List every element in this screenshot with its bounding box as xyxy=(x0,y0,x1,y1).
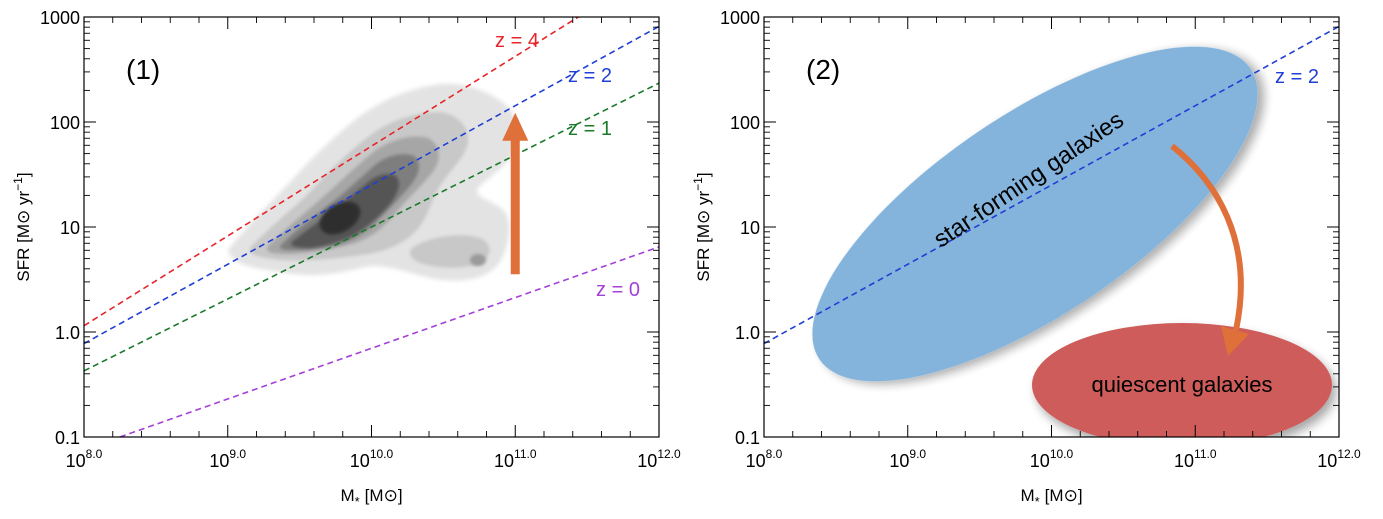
x-axis-label: M* [M⊙] xyxy=(1020,486,1082,509)
y-axis-label-exp: −1 xyxy=(691,177,705,191)
quenching-arrow-head xyxy=(1221,326,1249,356)
x-tick-exp: 11.0 xyxy=(1194,447,1217,461)
series-label: z = 4 xyxy=(495,30,539,52)
series-line-z1 xyxy=(84,82,659,372)
quiescent-label: quiescent galaxies xyxy=(1091,372,1272,397)
x-axis-label-end: ] xyxy=(398,486,403,505)
x-tick-label: 1010.0 xyxy=(1030,447,1074,471)
y-tick-label: 0.1 xyxy=(735,428,760,448)
x-tick-base: 10 xyxy=(350,451,370,471)
y-tick-label: 10 xyxy=(740,218,760,238)
y-tick-label: 100 xyxy=(730,113,760,133)
series-label: z = 1 xyxy=(568,118,612,140)
x-tick-exp: 10.0 xyxy=(1050,447,1074,461)
y-tick-label: 0.1 xyxy=(55,428,80,448)
x-tick-exp: 9.0 xyxy=(909,447,926,461)
x-axis-label-units: [M xyxy=(365,486,384,505)
star-forming-region xyxy=(812,46,1258,382)
contour-blob xyxy=(470,254,486,266)
x-axis-label-units: [M xyxy=(1045,486,1064,505)
x-tick-label: 1012.0 xyxy=(637,447,681,471)
x-tick-exp: 11.0 xyxy=(514,447,537,461)
y-tick-label: 10 xyxy=(60,218,80,238)
contour-peak xyxy=(319,201,361,235)
quenching-arrow-shaft xyxy=(1170,143,1244,331)
x-tick-base: 10 xyxy=(1030,451,1050,471)
x-tick-label: 1012.0 xyxy=(1317,447,1361,471)
x-tick-label: 109.0 xyxy=(889,447,926,471)
y-axis-label-text: SFR [M xyxy=(694,224,713,282)
series-label: z = 2 xyxy=(568,65,612,87)
panel-label: (1) xyxy=(126,54,160,85)
x-tick-label: 1010.0 xyxy=(350,447,394,471)
x-tick-exp: 8.0 xyxy=(86,447,103,461)
x-tick-label: 108.0 xyxy=(66,447,103,471)
x-tick-base: 10 xyxy=(746,451,766,471)
y-tick-label: 1.0 xyxy=(735,323,760,343)
x-tick-exp: 10.0 xyxy=(370,447,394,461)
x-tick-base: 10 xyxy=(637,451,657,471)
y-axis-label-exp: −1 xyxy=(11,177,25,191)
series-line-z0 xyxy=(119,246,659,437)
y-axis-label-units: yr xyxy=(694,191,713,206)
y-axis-label: SFR [M⊙ yr−1] xyxy=(691,172,713,281)
x-axis-label-text: M xyxy=(1020,486,1034,505)
x-axis-label-sub: * xyxy=(355,494,360,509)
sun-symbol: ⊙ xyxy=(1064,486,1078,505)
series-label: z = 2 xyxy=(1275,66,1319,88)
x-tick-label: 1011.0 xyxy=(1174,447,1217,471)
x-axis-label-text: M xyxy=(340,486,354,505)
panel-label: (2) xyxy=(806,54,840,85)
sun-symbol: ⊙ xyxy=(694,205,713,224)
sun-symbol: ⊙ xyxy=(14,205,33,224)
x-tick-label: 108.0 xyxy=(746,447,783,471)
y-axis-label-units: yr xyxy=(14,191,33,206)
x-axis-label-end: ] xyxy=(1078,486,1083,505)
y-axis-label-text: SFR [M xyxy=(14,224,33,282)
density-contours xyxy=(228,83,519,281)
x-tick-base: 10 xyxy=(1174,451,1194,471)
evolution-arrow-head xyxy=(502,112,529,141)
x-tick-base: 10 xyxy=(1317,451,1337,471)
x-tick-label: 109.0 xyxy=(209,447,246,471)
x-tick-label: 1011.0 xyxy=(494,447,537,471)
y-tick-label: 1000 xyxy=(720,8,760,28)
y-tick-label: 100 xyxy=(50,113,80,133)
y-tick-label: 1.0 xyxy=(55,323,80,343)
x-tick-exp: 9.0 xyxy=(229,447,246,461)
x-axis-label-sub: * xyxy=(1035,494,1040,509)
y-axis-label-end: ] xyxy=(14,172,33,177)
quiescent-region xyxy=(1032,323,1332,437)
x-tick-base: 10 xyxy=(209,451,229,471)
x-tick-base: 10 xyxy=(494,451,514,471)
y-axis-label: SFR [M⊙ yr−1] xyxy=(11,172,33,281)
x-tick-exp: 8.0 xyxy=(766,447,783,461)
x-tick-exp: 12.0 xyxy=(1337,447,1361,461)
x-tick-exp: 12.0 xyxy=(657,447,681,461)
sun-symbol: ⊙ xyxy=(384,486,398,505)
x-tick-base: 10 xyxy=(66,451,86,471)
series-label: z = 0 xyxy=(596,279,640,301)
series-line-z4 xyxy=(84,17,580,327)
y-tick-label: 1000 xyxy=(40,8,80,28)
x-tick-base: 10 xyxy=(889,451,909,471)
x-axis-label: M* [M⊙] xyxy=(340,486,402,509)
y-axis-label-end: ] xyxy=(694,172,713,177)
